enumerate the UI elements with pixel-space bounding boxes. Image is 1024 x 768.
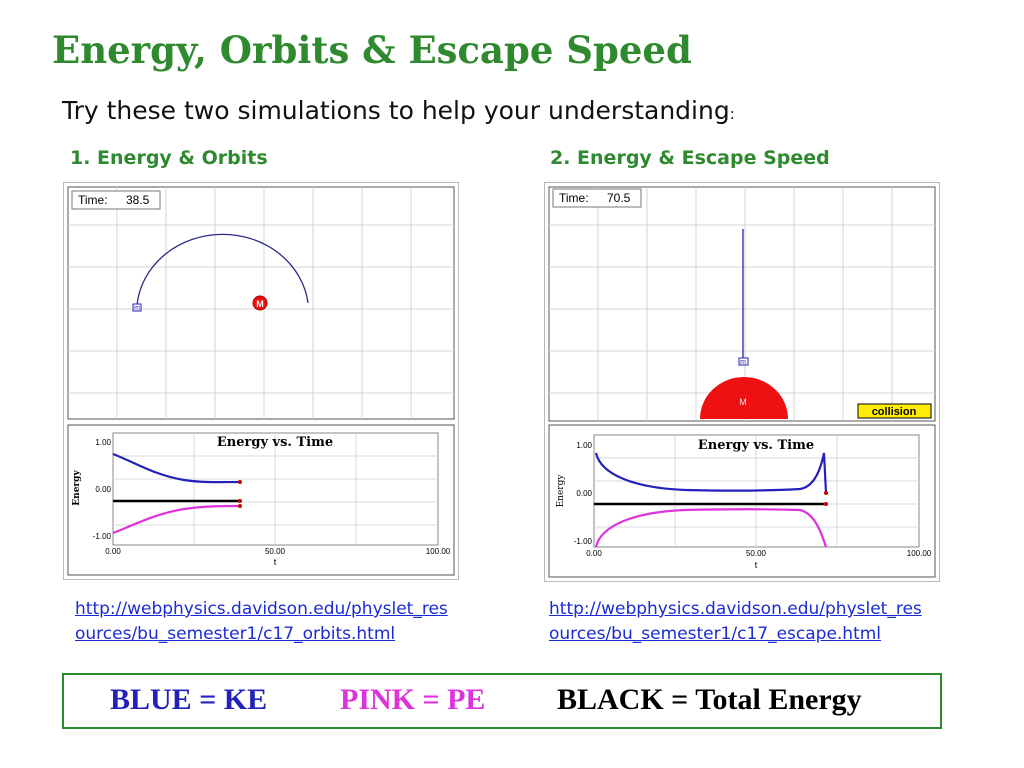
sim1-orbit-trail [136, 233, 309, 306]
sim2-total-marker [824, 502, 828, 506]
sim1-ytick-0: 0.00 [95, 485, 111, 494]
sim2-link-line1[interactable]: http://webphysics.davidson.edu/physlet_r… [549, 599, 922, 619]
sim1-xtick-50: 50.00 [265, 547, 286, 556]
legend-pe: PINK = PE [340, 683, 486, 716]
legend-ke: BLUE = KE [110, 683, 268, 716]
sim2-y-axis-label: Energy [556, 474, 566, 508]
sim1-link[interactable]: http://webphysics.davidson.edu/physlet_r… [75, 597, 448, 647]
sim2-collision-badge [857, 403, 932, 419]
legend-total: BLACK = Total Energy [557, 683, 862, 716]
sim1-x-axis-label: t [274, 557, 277, 567]
sim1-ke-line [112, 452, 241, 484]
sim2-link-line2[interactable]: ources/bu_semester1/c17_escape.html [549, 624, 882, 644]
page-title: Energy, Orbits & Escape Speed [52, 28, 692, 72]
subtitle-text: Try these two simulations to help your u… [62, 96, 730, 125]
sim1-ytick-neg1: -1.00 [93, 532, 112, 541]
energy-legend: BLUE = KE PINK = PE BLACK = Total Energy [62, 673, 942, 729]
sim1-ke-marker [238, 480, 242, 484]
sim1-ytick-1: 1.00 [95, 438, 111, 447]
sim1-xtick-0: 0.00 [105, 547, 121, 556]
sim2-x-axis-label: t [755, 560, 758, 570]
sim2-ytick-0: 0.00 [576, 489, 592, 498]
sim2-link[interactable]: http://webphysics.davidson.edu/physlet_r… [549, 597, 922, 647]
sim2-ke-line [594, 452, 828, 494]
sim1-planet [252, 295, 268, 311]
sim2-collision-label: collision [872, 406, 917, 418]
sim1-link-line2[interactable]: ources/bu_semester1/c17_orbits.html [75, 624, 396, 644]
sim1-planet-label: M [256, 299, 264, 309]
sim2-satellite [738, 357, 749, 366]
sim1-animation-area: Time: 38.5 M m [67, 186, 455, 420]
sim2-graph-title: Energy vs. Time [698, 438, 814, 453]
sim2-panel: Time: 70.5 M m collision Energy vs. Time [544, 182, 940, 582]
sim2-planet-label: M [739, 397, 747, 407]
page-subtitle: Try these two simulations to help your u… [62, 96, 735, 125]
sim2-time-box [552, 188, 642, 208]
sim2-xtick-50: 50.00 [746, 549, 767, 558]
sim1-satellite-label: m [134, 305, 140, 312]
sim2-satellite-label: m [740, 359, 746, 366]
sim2-planet [700, 377, 788, 419]
subtitle-colon: : [729, 105, 735, 123]
sim2-energy-graph: Energy vs. Time 1.00 0.00 -1.00 0.00 50.… [548, 424, 936, 578]
sim1-time-value: 38.5 [126, 193, 150, 207]
sim2-canvas: Time: 70.5 M m collision Energy vs. Time [548, 186, 936, 578]
sim2-pe-line [594, 508, 828, 548]
sim1-time-box [71, 190, 161, 210]
sim1-pe-line [112, 504, 241, 535]
sim1-pe-marker [238, 504, 242, 508]
sim2-time-value: 70.5 [607, 191, 631, 205]
sim2-ytick-neg1: -1.00 [574, 537, 593, 546]
sim2-xtick-100: 100.00 [907, 549, 932, 558]
sim1-panel: Time: 38.5 M m Energy vs. Time [63, 182, 459, 580]
sim2-ytick-1: 1.00 [576, 441, 592, 450]
sim1-satellite [132, 303, 142, 312]
sim1-heading: 1. Energy & Orbits [70, 147, 268, 169]
sim1-xtick-100: 100.00 [426, 547, 451, 556]
sim1-graph-title: Energy vs. Time [217, 435, 333, 450]
sim1-link-line1[interactable]: http://webphysics.davidson.edu/physlet_r… [75, 599, 448, 619]
sim1-canvas: Time: 38.5 M m Energy vs. Time [67, 186, 455, 576]
sim1-total-marker [238, 499, 242, 503]
sim1-energy-graph: Energy vs. Time 1.00 0.00 -1.00 0.00 50.… [67, 424, 455, 576]
sim1-time-label: Time: [78, 193, 108, 207]
sim2-animation-area: Time: 70.5 M m collision [548, 186, 936, 422]
sim2-ke-marker [824, 491, 828, 495]
sim2-time-label: Time: [559, 191, 589, 205]
sim2-xtick-0: 0.00 [586, 549, 602, 558]
sim2-heading: 2. Energy & Escape Speed [550, 147, 830, 169]
sim1-y-axis-label: Energy [72, 470, 82, 506]
